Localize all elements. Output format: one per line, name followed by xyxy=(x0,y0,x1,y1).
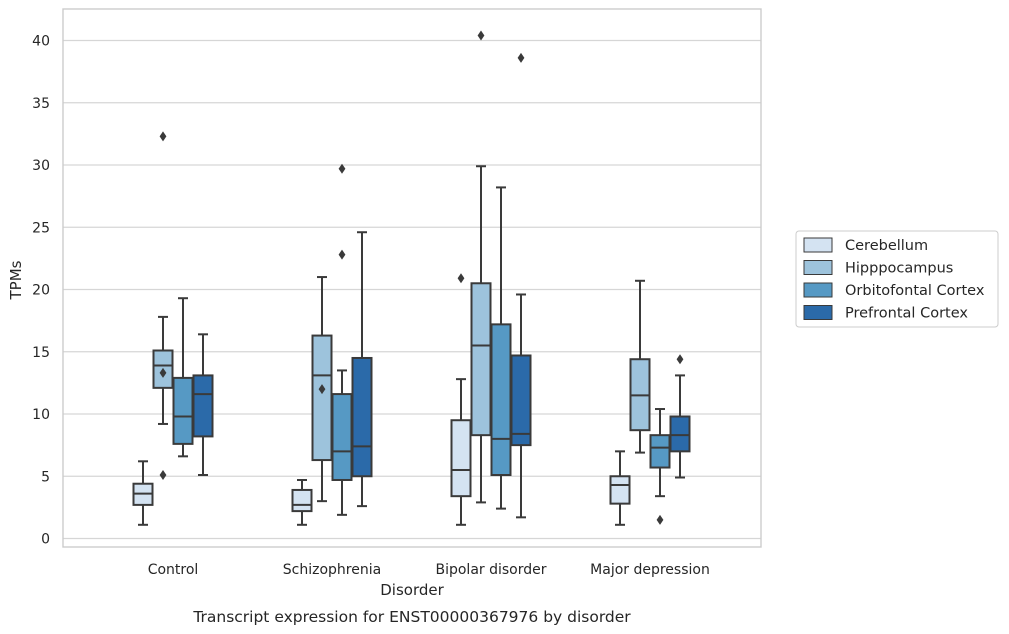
box-iqr xyxy=(510,354,532,447)
legend-frame xyxy=(795,230,999,328)
outlier-point xyxy=(656,514,664,525)
box-prefrontal-cortex xyxy=(351,231,373,508)
legend-label: Prefrontal Cortex xyxy=(845,306,968,322)
box-iqr xyxy=(450,419,472,498)
y-tick-label: 5 xyxy=(41,469,50,485)
outlier-point xyxy=(517,52,525,63)
y-tick-label: 20 xyxy=(32,283,50,299)
y-tick-label: 15 xyxy=(32,345,50,361)
legend-label: Cerebellum xyxy=(845,238,928,254)
y-axis-title: TPMs xyxy=(7,260,25,300)
y-tick-label: 25 xyxy=(32,220,50,236)
box-cerebellum xyxy=(609,450,631,526)
outlier-point xyxy=(477,30,485,41)
outlier-point xyxy=(676,354,684,365)
box-iqr xyxy=(490,323,512,477)
legend-swatch xyxy=(803,260,833,275)
box-iqr xyxy=(470,282,492,437)
y-tick-labels: 0 5 10 15 20 25 30 35 40 xyxy=(32,34,50,548)
box-cerebellum xyxy=(291,478,313,526)
box-prefrontal-cortex xyxy=(669,354,691,479)
x-tick-labels: Control Schizophrenia Bipolar disorder Majo… xyxy=(148,562,710,578)
box-hipppocampus xyxy=(152,131,174,481)
box-prefrontal-cortex xyxy=(510,52,532,519)
chart-caption: Transcript expression for ENST0000036797… xyxy=(192,608,631,626)
box-prefrontal-cortex xyxy=(192,333,214,477)
box-iqr xyxy=(609,475,631,505)
box-orbitofontal-cortex xyxy=(331,163,353,516)
outlier-point xyxy=(159,131,167,142)
box-hipppocampus xyxy=(629,279,651,454)
legend-swatch xyxy=(803,237,833,253)
box-plots xyxy=(132,30,691,526)
outlier-point xyxy=(338,163,346,174)
x-axis-title: Disorder xyxy=(380,581,444,599)
box-iqr xyxy=(649,434,671,469)
box-orbitofontal-cortex xyxy=(172,297,194,458)
x-tick-label: Bipolar disorder xyxy=(435,562,546,578)
box-iqr xyxy=(669,415,691,453)
box-orbitofontal-cortex xyxy=(490,186,512,510)
plot-frame xyxy=(62,8,762,548)
legend: Cerebellum Hipppocampus Orbitofontal Corte… xyxy=(795,230,999,328)
box-cerebellum xyxy=(450,273,472,526)
y-tick-label: 0 xyxy=(41,532,50,548)
box-iqr xyxy=(192,374,214,438)
box-iqr xyxy=(291,488,313,513)
y-tick-label: 40 xyxy=(32,34,50,50)
outlier-point xyxy=(159,367,167,378)
outlier-point xyxy=(318,384,326,395)
y-tick-label: 35 xyxy=(32,96,50,112)
y-tick-label: 30 xyxy=(32,158,50,174)
box-hipppocampus xyxy=(311,276,333,503)
box-hipppocampus xyxy=(470,30,492,504)
legend-label: Hipppocampus xyxy=(845,261,953,277)
outlier-point xyxy=(159,470,167,481)
box-iqr xyxy=(311,334,333,462)
legend-swatch xyxy=(803,282,833,298)
box-iqr xyxy=(331,393,353,481)
x-tick-label: Control xyxy=(148,562,199,578)
y-tick-label: 10 xyxy=(32,407,50,423)
outlier-point xyxy=(457,273,465,284)
box-iqr xyxy=(172,376,194,445)
box-cerebellum xyxy=(132,460,154,526)
box-orbitofontal-cortex xyxy=(649,408,671,525)
box-iqr xyxy=(351,356,373,478)
x-tick-label: Schizophrenia xyxy=(283,562,381,578)
outlier-point xyxy=(338,249,346,260)
legend-swatch xyxy=(803,305,833,320)
x-tick-label: Major depression xyxy=(590,562,710,578)
legend-label: Orbitofontal Cortex xyxy=(845,283,985,299)
